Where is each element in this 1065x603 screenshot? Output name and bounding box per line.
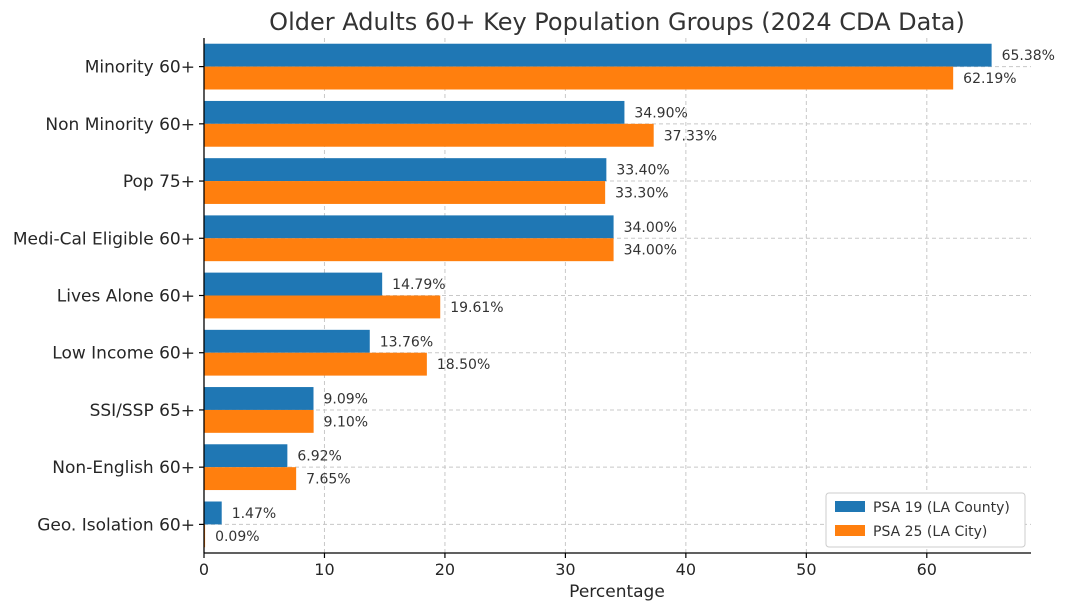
legend-label-psa19: PSA 19 (LA County) xyxy=(873,500,1010,516)
category-label: Low Income 60+ xyxy=(52,344,195,364)
x-axis-label: Percentage xyxy=(569,582,665,602)
ticks-layer: 0 10 20 30 40 50 60 Minority 60+ Non Minority 60… xyxy=(13,58,937,579)
bar-psa19 xyxy=(204,329,370,353)
x-tick-label: 30 xyxy=(555,560,575,579)
value-label: 0.09% xyxy=(215,529,259,545)
bar-psa19 xyxy=(204,100,625,124)
x-tick-label: 50 xyxy=(796,560,816,579)
bar-psa19 xyxy=(204,501,222,525)
category-label: Pop 75+ xyxy=(123,172,195,192)
legend-box xyxy=(825,492,1026,548)
bar-psa19 xyxy=(204,272,383,296)
value-label: 33.40% xyxy=(616,163,669,179)
value-label: 37.33% xyxy=(664,128,717,144)
bar-psa25 xyxy=(204,66,954,90)
value-label: 14.79% xyxy=(392,277,445,293)
value-label: 6.92% xyxy=(297,449,341,465)
bar-psa25 xyxy=(204,238,614,262)
legend-swatch-psa25 xyxy=(835,525,865,536)
value-label: 34.00% xyxy=(624,220,677,236)
value-label: 33.30% xyxy=(615,186,668,202)
value-label: 34.90% xyxy=(634,105,687,121)
bar-psa19 xyxy=(204,43,992,67)
bars-layer xyxy=(204,43,992,548)
value-label: 13.76% xyxy=(380,334,433,350)
category-label: Non-English 60+ xyxy=(52,458,195,478)
value-label: 1.47% xyxy=(232,506,276,522)
x-tick-label: 40 xyxy=(676,560,696,579)
chart-title: Older Adults 60+ Key Population Groups (… xyxy=(269,8,965,36)
category-label: SSI/SSP 65+ xyxy=(90,401,195,421)
value-label: 65.38% xyxy=(1002,48,1055,64)
value-label: 9.10% xyxy=(324,414,368,430)
x-tick-label: 60 xyxy=(917,560,937,579)
labels-layer: 65.38% 62.19% 34.90% 37.33% 33.40% 33.30% 34.0… xyxy=(215,48,1055,545)
bar-psa19 xyxy=(204,387,314,410)
bar-psa25 xyxy=(204,467,297,491)
x-tick-label: 10 xyxy=(314,560,334,579)
bar-psa25 xyxy=(204,409,314,433)
category-label: Geo. Isolation 60+ xyxy=(37,515,195,535)
bar-psa25 xyxy=(204,352,427,376)
value-label: 62.19% xyxy=(963,71,1016,87)
category-label: Non Minority 60+ xyxy=(45,115,195,135)
bar-psa19 xyxy=(204,158,607,182)
bar-psa19 xyxy=(204,444,288,468)
x-tick-label: 20 xyxy=(435,560,455,579)
category-label: Lives Alone 60+ xyxy=(57,287,195,307)
bar-psa25 xyxy=(204,123,654,147)
value-label: 34.00% xyxy=(624,243,677,259)
x-tick-label: 0 xyxy=(199,560,209,579)
bar-psa25 xyxy=(204,295,441,319)
legend: PSA 19 (LA County) PSA 25 (LA City) xyxy=(825,492,1026,548)
category-label: Minority 60+ xyxy=(85,58,195,78)
legend-label-psa25: PSA 25 (LA City) xyxy=(873,524,987,540)
category-label: Medi-Cal Eligible 60+ xyxy=(13,229,195,249)
bar-psa25 xyxy=(204,181,606,204)
value-label: 19.61% xyxy=(450,300,503,316)
legend-swatch-psa19 xyxy=(835,501,865,512)
value-label: 9.09% xyxy=(324,392,368,408)
value-label: 18.50% xyxy=(437,357,490,373)
value-label: 7.65% xyxy=(306,472,350,488)
bar-psa19 xyxy=(204,215,614,239)
